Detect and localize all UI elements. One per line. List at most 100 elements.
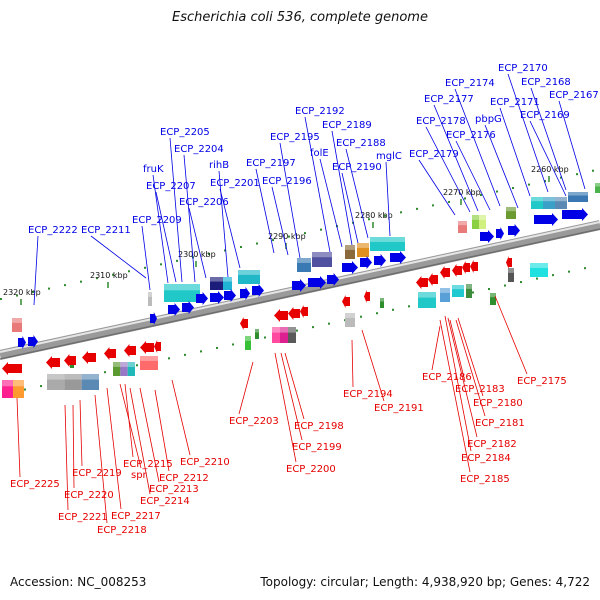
forward-gene-arrow [342, 261, 358, 274]
forward-gene-arrow [240, 287, 250, 300]
feature-block [113, 362, 135, 376]
track-dot [104, 371, 106, 374]
gene-label-forward: ECP_2190 [332, 162, 382, 173]
gene-label-reverse: ECP_2200 [286, 464, 336, 475]
gene-label-forward: ECP_2204 [174, 144, 224, 155]
feature-block [506, 207, 516, 219]
track-dot [16, 294, 18, 297]
track-dot [128, 270, 130, 273]
feature-block [595, 183, 600, 193]
gene-label-reverse: ECP_2180 [473, 398, 523, 409]
gene-label-reverse: ECP_2217 [111, 511, 161, 522]
track-dot [328, 322, 330, 325]
gene-label-reverse: ECP_2175 [517, 376, 567, 387]
gene-label-forward: ECP_2201 [210, 178, 260, 189]
gene-label-reverse: ECP_2198 [294, 421, 344, 432]
kbp-label: 2270 kbp [443, 188, 481, 197]
forward-gene-arrow [292, 279, 306, 292]
feature-block [2, 380, 24, 398]
gene-label-reverse: ECP_2221 [58, 512, 108, 523]
feature-blocks [2, 183, 600, 398]
forward-gene-arrow [496, 227, 504, 240]
gene-arrows [2, 208, 588, 375]
gene-labels: ECP_2170 ECP_2168 ECP_2174 ECP_2167 ECP_2177… [10, 63, 599, 536]
feature-block [210, 277, 223, 290]
feature-block [245, 336, 251, 350]
forward-gene-arrow [168, 303, 180, 316]
gene-label-forward: ECP_2205 [160, 127, 210, 138]
gene-label-forward: ECP_2197 [246, 158, 296, 169]
kbp-label: 2280 kbp [355, 211, 393, 220]
reverse-gene-arrow [416, 276, 428, 289]
track-dot [488, 287, 490, 290]
forward-gene-arrow [182, 301, 194, 314]
feature-block [458, 221, 467, 233]
feature-block [418, 292, 436, 308]
kbp-label: 2320 kbp [3, 288, 41, 297]
forward-gene-arrow [196, 292, 208, 305]
feature-block [440, 288, 450, 302]
track-dot [208, 252, 210, 255]
reverse-gene-arrow [124, 344, 136, 357]
gene-label-reverse: ECP_2185 [460, 474, 510, 485]
forward-gene-arrow [28, 335, 38, 348]
kbp-label: 2260 kbp [531, 165, 569, 174]
track-dot [288, 235, 290, 238]
gene-label-forward: ECP_2206 [179, 197, 229, 208]
feature-block [255, 329, 259, 339]
track-dot [560, 176, 562, 179]
gene-label-reverse: ECP_2210 [180, 457, 230, 468]
track-dot [392, 308, 394, 311]
reverse-gene-arrow [140, 341, 154, 354]
forward-gene-arrow [150, 312, 157, 325]
reverse-gene-arrow [2, 362, 22, 375]
gene-label-forward: ECP_2169 [520, 110, 570, 121]
reverse-gene-arrow [46, 356, 60, 369]
reverse-gene-arrow [364, 290, 370, 303]
feature-block [490, 293, 496, 305]
track-dot [512, 187, 514, 190]
track-dot [272, 239, 274, 242]
track-dot [448, 200, 450, 203]
reverse-gene-arrow [82, 351, 96, 364]
gene-label-forward: ECP_2174 [445, 78, 495, 89]
track-dot [416, 207, 418, 210]
track-dot [200, 350, 202, 353]
gene-label-forward: ECP_2192 [295, 106, 345, 117]
gene-label-forward: ECP_2176 [446, 130, 496, 141]
kbp-ticks: 2260 kbp 2270 kbp 2280 kbp 2290 kbp 2300 kbp… [3, 165, 569, 305]
gene-label-forward: ECP_2179 [409, 149, 459, 160]
gene-label-forward: ECP_2196 [262, 176, 312, 187]
feature-block [140, 356, 158, 370]
feature-block [530, 263, 548, 277]
forward-gene-arrow [210, 291, 224, 304]
gene-label-reverse: ECP_2225 [10, 479, 60, 490]
track-dot [240, 245, 242, 248]
gene-label-reverse: ECP_2194 [343, 389, 393, 400]
feature-block [345, 245, 355, 259]
track-dot [160, 263, 162, 266]
track-dot [48, 287, 50, 290]
track-dot [504, 284, 506, 287]
track-dot [568, 270, 570, 273]
gene-label-forward: ECP_2171 [490, 97, 540, 108]
feature-block [345, 313, 355, 327]
gene-label-reverse: ECP_2199 [292, 442, 342, 453]
track-dot [592, 169, 594, 172]
track-dot [536, 277, 538, 280]
track-dot [24, 388, 26, 391]
kbp-label: 2300 kbp [178, 250, 216, 259]
forward-gene-arrow [534, 213, 558, 226]
reverse-gene-arrow [440, 266, 450, 279]
gene-label-reverse: ECP_2182 [467, 439, 517, 450]
gene-label-forward: ECP_2167 [549, 90, 599, 101]
gene-label-reverse: ECP_2213 [149, 484, 199, 495]
forward-gene-arrow [562, 208, 588, 221]
gene-label-forward: mglC [376, 151, 402, 162]
gene-label-forward: ECP_2178 [416, 116, 466, 127]
track-dot [432, 204, 434, 207]
track-dot [224, 249, 226, 252]
gene-label-forward: ECP_2207 [146, 181, 196, 192]
track-dot [360, 315, 362, 318]
forward-gene-arrow [224, 289, 236, 302]
